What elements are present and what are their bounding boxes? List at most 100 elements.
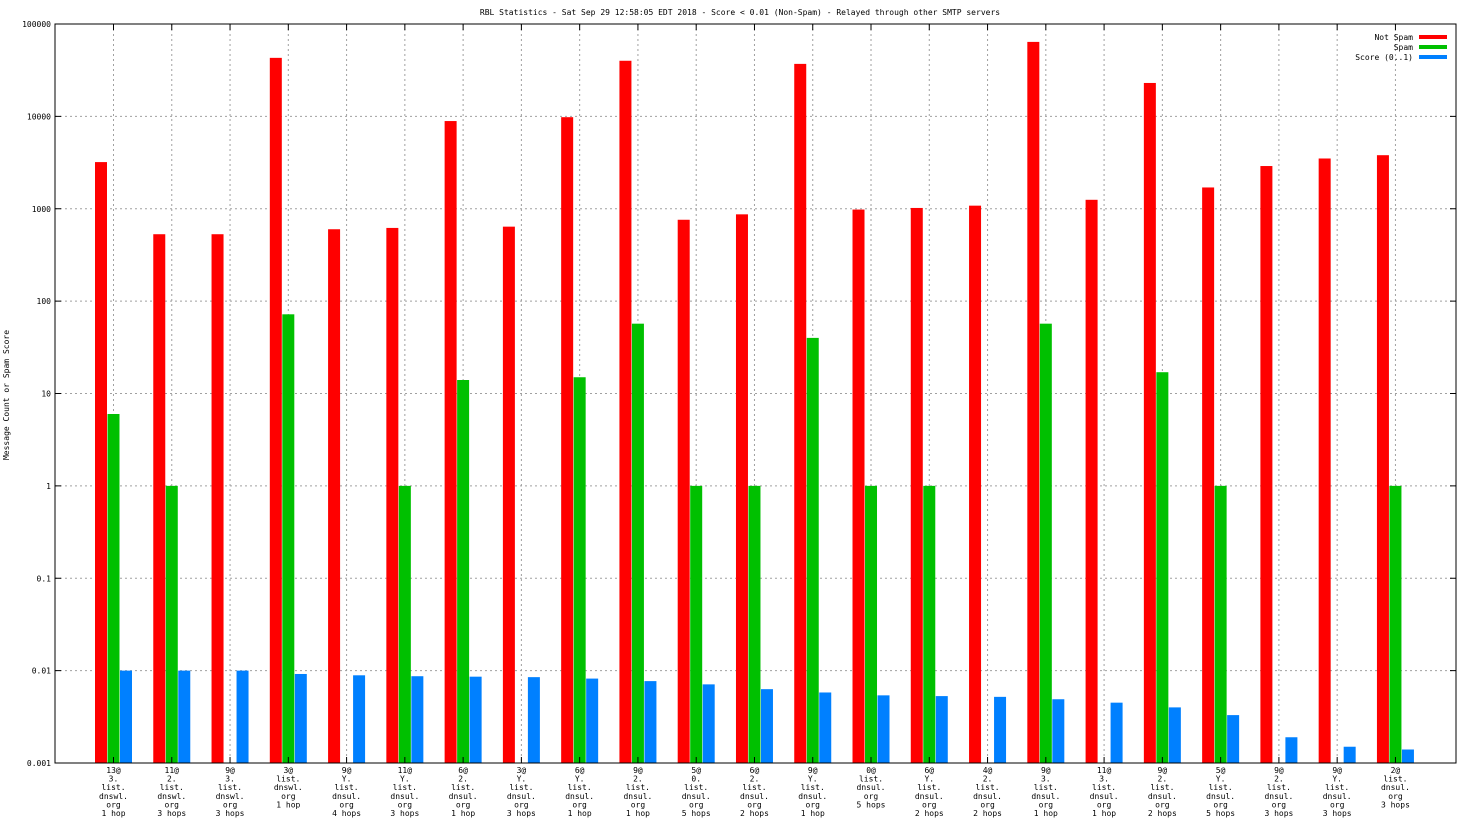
bar-not-spam [1085, 199, 1098, 763]
bar-spam [923, 485, 936, 763]
bar-not-spam [619, 60, 632, 764]
bar-score-0-1 [527, 677, 540, 763]
y-tick-label: 0.001 [27, 759, 51, 768]
bar-score-0-1 [120, 670, 132, 763]
bar-spam [1156, 372, 1169, 763]
bar-score-0-1 [1052, 699, 1065, 763]
bar-score-0-1 [877, 695, 890, 763]
bar-score-0-1 [1401, 749, 1414, 763]
bar-not-spam [852, 209, 865, 763]
bar-score-0-1 [294, 673, 307, 763]
y-tick-label: 100 [37, 297, 52, 306]
legend-label: Not Spam [1374, 33, 1413, 42]
x-tick-label: 9@ 2. list. dnsul. org 3 hops [1264, 766, 1293, 818]
bar-not-spam [677, 219, 690, 764]
bar-score-0-1 [994, 696, 1007, 763]
y-tick-label: 1000 [32, 205, 51, 214]
bar-spam [806, 337, 819, 763]
bar-not-spam [794, 63, 807, 763]
bar-not-spam [1143, 82, 1156, 763]
bar-score-0-1 [1110, 702, 1123, 763]
y-tick-label: 0.1 [37, 574, 52, 583]
x-tick-label: 5@ Y. list. dnsul. org 5 hops [1206, 766, 1235, 818]
bar-not-spam [386, 227, 399, 764]
bar-spam [165, 485, 178, 763]
bar-not-spam [910, 207, 923, 763]
x-tick-label: 3@ list. dnswl. org 1 hop [274, 766, 303, 809]
x-tick-label: 11@ 3. list. dnsul. org 1 hop [1090, 766, 1119, 818]
legend-swatch [1419, 55, 1447, 59]
bar-not-spam [328, 229, 341, 763]
bar-spam [1214, 485, 1227, 763]
x-tick-label: 6@ Y. list. dnsul. org 1 hop [565, 766, 594, 818]
bar-not-spam [211, 234, 224, 763]
legend-swatch [1419, 45, 1447, 49]
x-tick-label: 5@ 0. list. dnsul. org 5 hops [682, 766, 711, 818]
bar-score-0-1 [586, 678, 599, 763]
bar-spam [690, 485, 703, 763]
bar-score-0-1 [935, 696, 948, 763]
legend-label: Spam [1394, 43, 1413, 52]
x-tick-label: 0@ list. dnsul. org 5 hops [857, 766, 886, 809]
bar-not-spam [735, 214, 748, 763]
bar-not-spam [444, 121, 457, 763]
bar-spam [631, 323, 644, 763]
x-tick-label: 6@ Y. list. dnsul. org 2 hops [915, 766, 944, 818]
x-tick-label: 9@ Y. list. dnsul. org 4 hops [332, 766, 361, 818]
bar-not-spam [1260, 166, 1273, 763]
legend-swatch [1419, 35, 1447, 39]
x-tick-label: 9@ Y. list. dnsul. org 1 hop [798, 766, 827, 818]
x-tick-label: 6@ 2. list. dnsul. org 1 hop [449, 766, 478, 818]
bar-not-spam [969, 205, 982, 763]
bar-score-0-1 [1285, 737, 1298, 763]
bar-not-spam [561, 117, 574, 764]
x-tick-label: 9@ Y. list. dnsul. org 3 hops [1323, 766, 1352, 818]
bar-not-spam [1318, 158, 1331, 764]
bar-spam [748, 485, 761, 763]
bar-score-0-1 [178, 670, 191, 763]
bar-score-0-1 [819, 692, 832, 763]
y-tick-label: 1 [46, 482, 51, 491]
x-tick-label: 6@ 2. list. dnsul. org 2 hops [740, 766, 769, 818]
bar-not-spam [95, 162, 107, 763]
bar-score-0-1 [702, 684, 715, 763]
bar-score-0-1 [353, 675, 366, 763]
x-tick-label: 2@ list. dnsul. org 3 hops [1381, 766, 1410, 809]
legend-label: Score (0..1) [1355, 53, 1413, 62]
bar-spam [1039, 323, 1052, 763]
bar-score-0-1 [236, 670, 249, 763]
bar-spam [457, 380, 470, 763]
bar-score-0-1 [1343, 746, 1356, 763]
bar-not-spam [1202, 187, 1215, 763]
bar-not-spam [1376, 155, 1389, 763]
bar-not-spam [1027, 41, 1040, 764]
bar-not-spam [502, 226, 515, 764]
x-tick-label: 9@ 3. list. dnswl. org 3 hops [216, 766, 245, 818]
x-tick-label: 4@ 2. list. dnsul. org 2 hops [973, 766, 1002, 818]
bar-spam [573, 377, 586, 763]
axis-layer: 0.001 0.01 0.1 1 10 100 1000 10000 100000 13@ 3. li… [22, 20, 1456, 818]
bar-spam [1389, 485, 1402, 763]
chart-title: RBL Statistics - Sat Sep 29 12:58:05 EDT… [480, 8, 1000, 17]
y-tick-label: 100000 [22, 20, 51, 29]
bar-spam [107, 413, 120, 763]
bar-spam [865, 485, 878, 763]
y-tick-label: 10 [41, 390, 51, 399]
x-tick-label: 9@ 2. list. dnsul. org 2 hops [1148, 766, 1177, 818]
bars-layer [95, 41, 1414, 764]
y-tick-label: 10000 [27, 112, 51, 121]
x-tick-label: 9@ 2. list. dnsul. org 1 hop [623, 766, 652, 818]
y-axis-label: Message Count or Spam Score [2, 330, 11, 460]
bar-not-spam [269, 57, 282, 764]
bar-score-0-1 [1227, 715, 1240, 763]
y-tick-label: 0.01 [32, 667, 51, 676]
bar-score-0-1 [760, 689, 773, 763]
bar-score-0-1 [1168, 707, 1181, 763]
x-tick-label: 11@ 2. list. dnswl. org 3 hops [157, 766, 186, 818]
bar-score-0-1 [411, 676, 424, 763]
x-tick-label: 9@ 3. list. dnsul. org 1 hop [1031, 766, 1060, 818]
x-tick-label: 11@ Y. list. dnsul. org 3 hops [390, 766, 419, 818]
